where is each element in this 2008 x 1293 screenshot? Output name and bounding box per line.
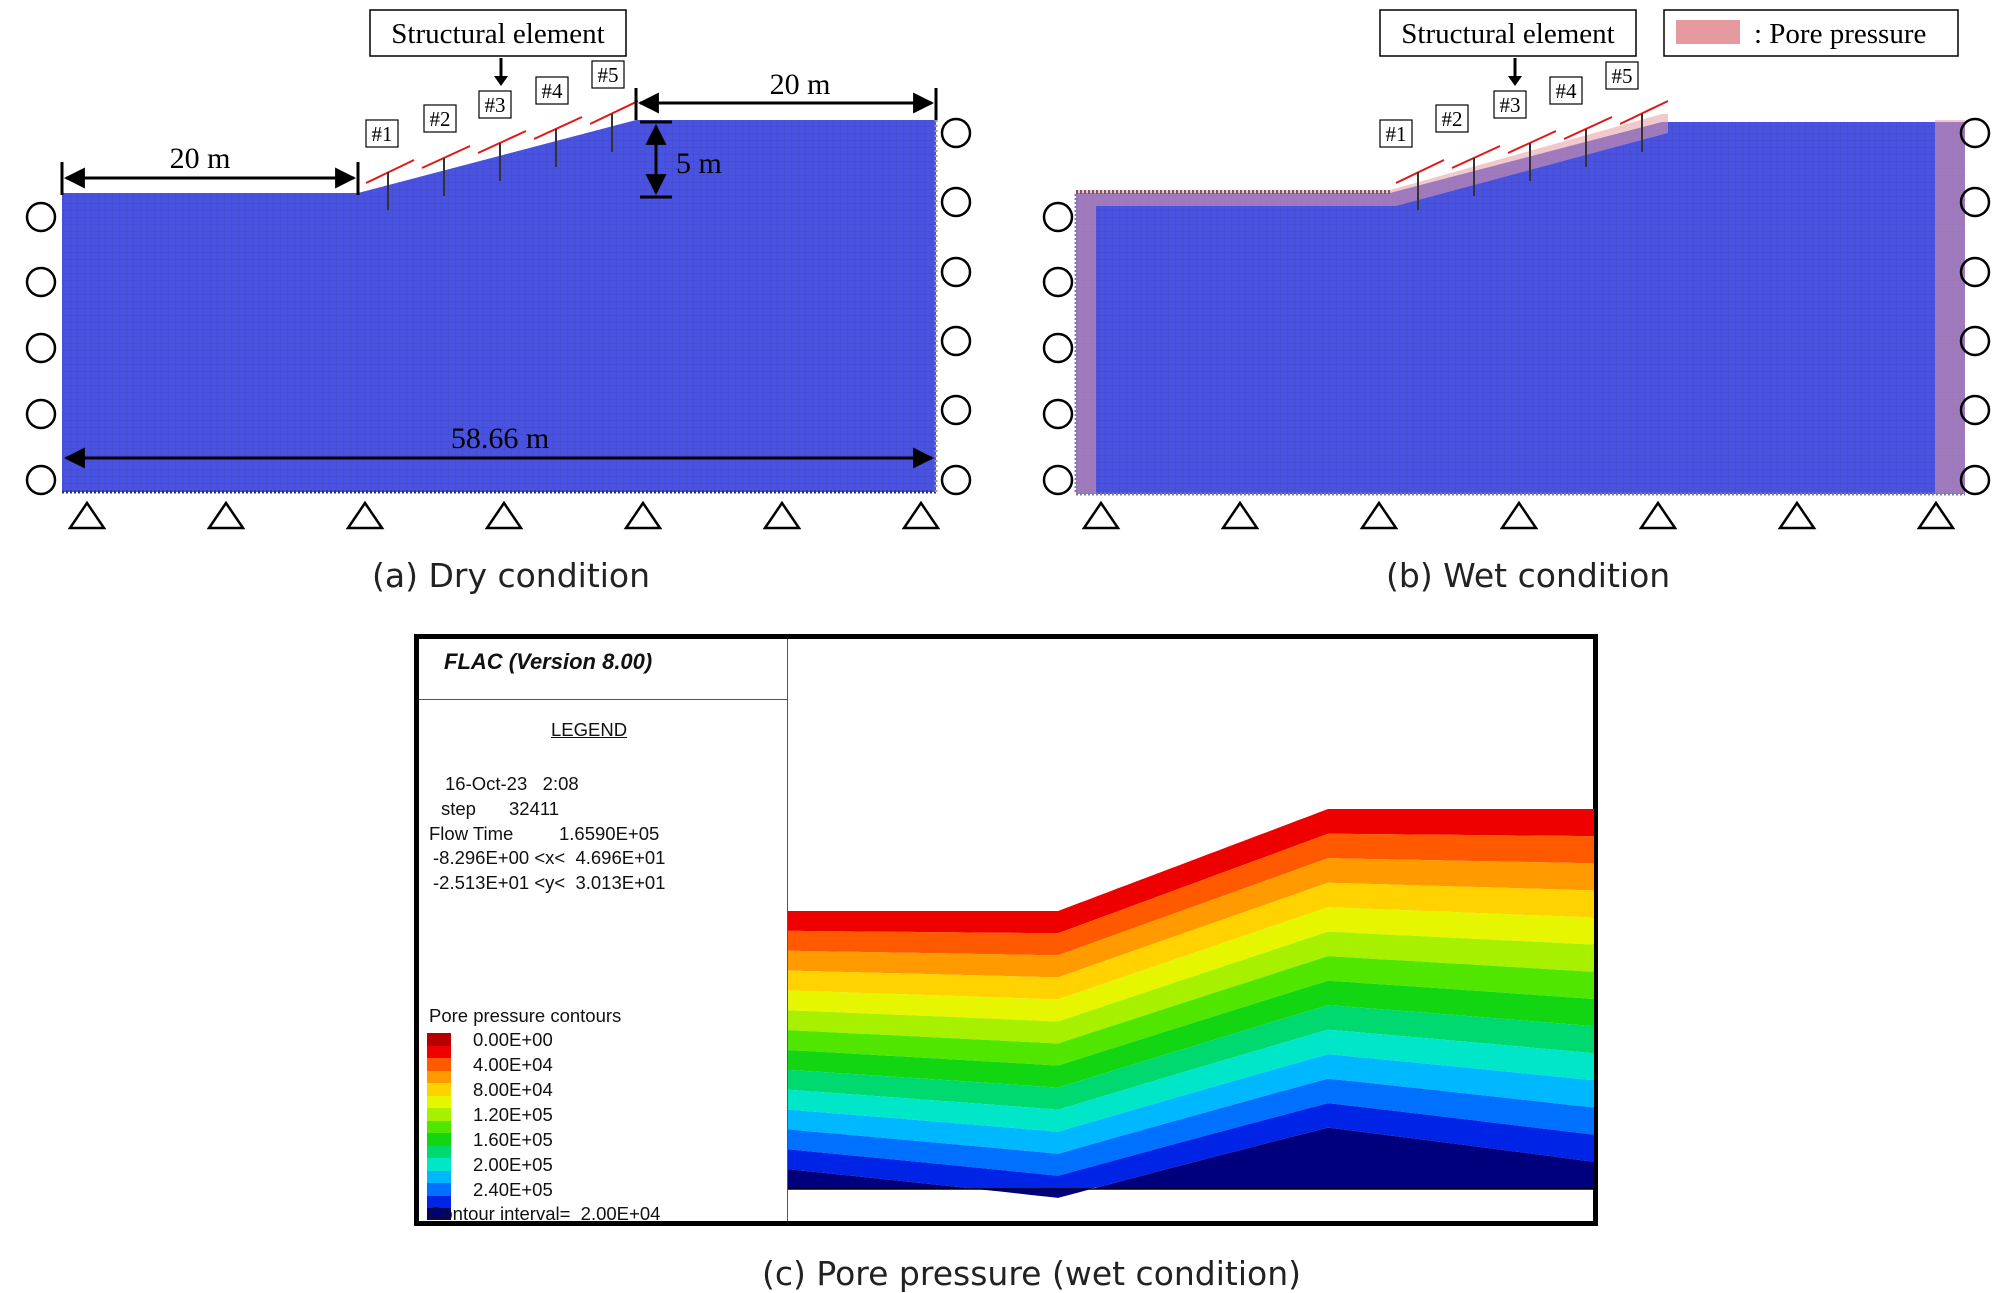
panel-b-wet-condition: Structural element : Pore pressure #1 #2… — [1042, 9, 1991, 530]
contour-band-3 — [788, 882, 1594, 1000]
structural-element-label: Structural element — [1401, 18, 1614, 50]
tag-1: #1 — [372, 122, 393, 146]
contour-band-7 — [788, 980, 1594, 1088]
contour-label-3: 1.20E+05 — [473, 1104, 553, 1125]
x-range: -8.296E+00 <x< 4.696E+01 — [433, 847, 666, 868]
contours-title: Pore pressure contours — [429, 1005, 622, 1026]
tag-3: #3 — [485, 93, 506, 117]
date-time: 16-Oct-23 2:08 — [445, 773, 579, 794]
soil-mesh — [1076, 122, 1965, 494]
caption-a: (a) Dry condition — [372, 556, 651, 595]
contour-label-6: 2.40E+05 — [473, 1179, 553, 1200]
pore-pressure-legend-label: : Pore pressure — [1754, 18, 1926, 50]
step-label: step — [441, 798, 476, 819]
tag-4: #4 — [1556, 79, 1578, 103]
pore-pressure-contour-plot — [788, 809, 1594, 1198]
caption-b: (b) Wet condition — [1386, 556, 1671, 595]
contour-band-8 — [788, 1005, 1594, 1110]
tag-2: #2 — [1442, 107, 1463, 131]
tag-5: #5 — [598, 63, 619, 87]
contour-band-4 — [788, 907, 1594, 1022]
flac-pore-pressure-plot: FLAC (Version 8.00) LEGEND 16-Oct-23 2:0… — [414, 634, 1598, 1226]
dimension-lines — [60, 88, 938, 469]
element-tags: #1 #2 #3 #4 #5 — [365, 60, 625, 148]
contour-interval: Contour interval= 2.00E+04 — [429, 1203, 661, 1224]
step-value: 32411 — [509, 798, 560, 819]
y-range: -2.513E+01 <y< 3.013E+01 — [433, 872, 666, 893]
contour-label-4: 1.60E+05 — [473, 1129, 553, 1150]
tag-4: #4 — [542, 79, 564, 103]
contour-label-2: 8.00E+04 — [473, 1079, 553, 1100]
contour-band-9 — [788, 1029, 1594, 1132]
panel-a-dry-condition: Structural element #1 #2 #3 #4 #5 20 m 2… — [25, 9, 972, 530]
contour-band-11 — [788, 1078, 1594, 1176]
contour-band-13 — [788, 1127, 1594, 1198]
contour-band-5 — [788, 931, 1594, 1044]
contour-band-1 — [788, 833, 1594, 956]
left-roller-supports — [25, 201, 57, 496]
legend-heading: LEGEND — [551, 719, 628, 740]
dim-right-label: 20 m — [770, 68, 831, 101]
caption-c: (c) Pore pressure (wet condition) — [762, 1254, 1302, 1293]
contour-band-10 — [788, 1054, 1594, 1154]
soil-mesh — [62, 120, 936, 492]
element-tags: #1 #2 #3 #4 #5 — [1379, 61, 1639, 148]
structural-element-label: Structural element — [391, 18, 604, 50]
flow-time-label: Flow Time — [429, 823, 514, 844]
flow-time-value: 1.6590E+05 — [559, 823, 660, 844]
pore-pressure-swatch — [1676, 20, 1740, 44]
contour-band-0 — [788, 809, 1594, 934]
contour-band-6 — [788, 956, 1594, 1066]
flac-legend-panel: FLAC (Version 8.00) LEGEND 16-Oct-23 2:0… — [419, 639, 788, 1224]
contour-band-2 — [788, 858, 1594, 978]
right-roller-supports — [1959, 117, 1991, 496]
tag-3: #3 — [1500, 93, 1521, 117]
structural-elements — [365, 100, 639, 210]
dim-total-label: 58.66 m — [451, 422, 549, 455]
tag-2: #2 — [430, 107, 451, 131]
flac-title: FLAC (Version 8.00) — [419, 639, 787, 700]
dim-height-label: 5 m — [676, 147, 722, 180]
contour-label-5: 2.00E+05 — [473, 1154, 553, 1175]
bottom-pin-supports — [1081, 500, 1956, 530]
contour-band-12 — [788, 1103, 1594, 1189]
tag-5: #5 — [1612, 64, 1633, 88]
left-roller-supports — [1042, 201, 1074, 496]
tag-1: #1 — [1386, 122, 1407, 146]
dim-left-label: 20 m — [170, 142, 231, 175]
right-roller-supports — [940, 117, 972, 496]
structural-elements — [1395, 100, 1669, 210]
bottom-pin-supports — [67, 500, 941, 530]
contour-label-0: 0.00E+00 — [473, 1029, 553, 1050]
contour-label-1: 4.00E+04 — [473, 1054, 553, 1075]
